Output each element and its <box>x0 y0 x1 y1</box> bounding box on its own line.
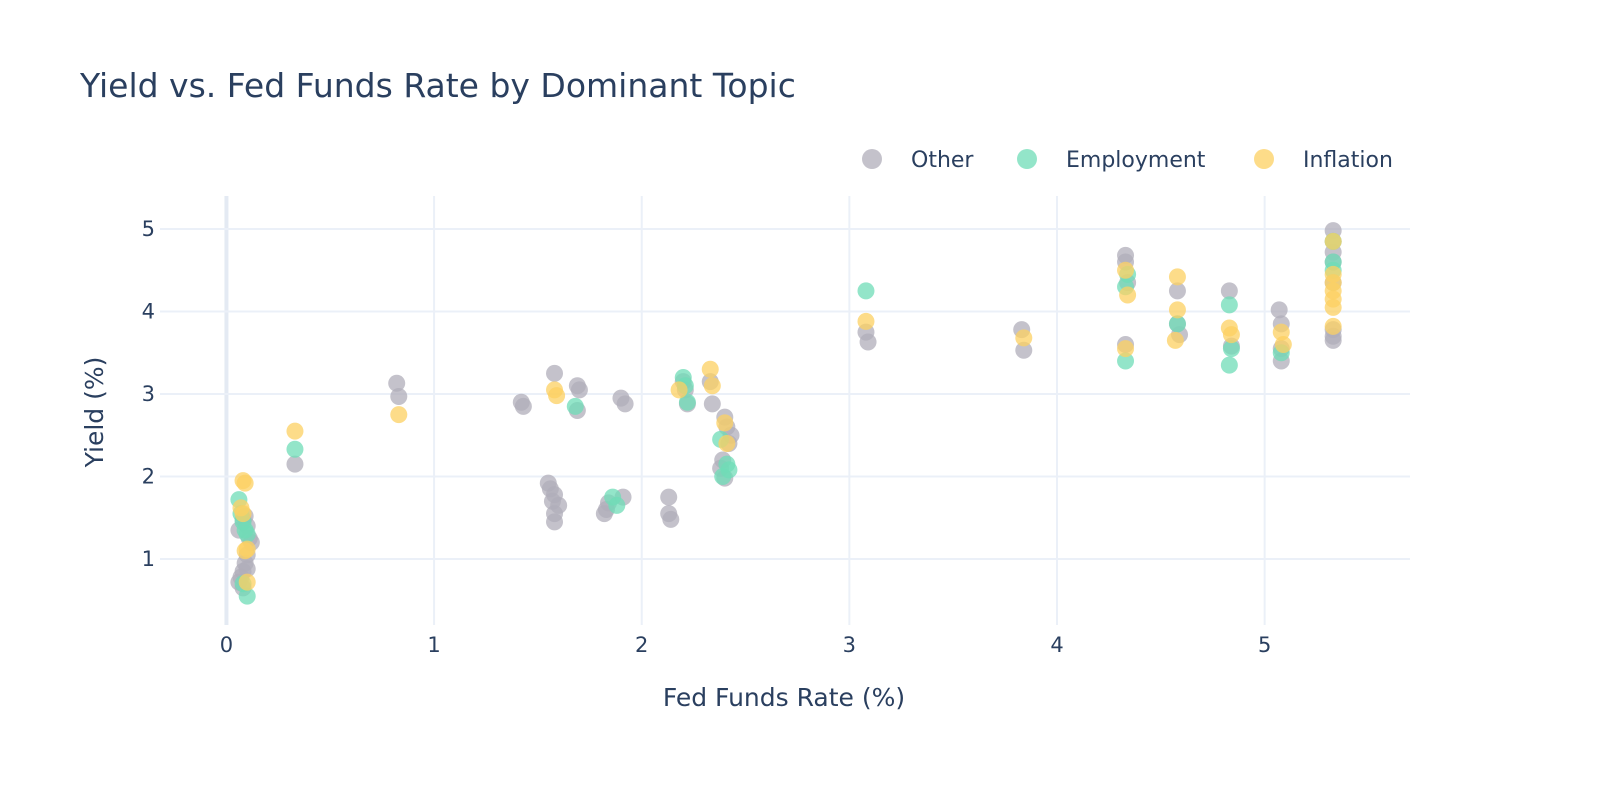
data-point-inflation <box>1168 268 1186 286</box>
y-tick-label: 5 <box>142 217 155 241</box>
data-point-employment <box>1220 296 1238 314</box>
data-point-employment <box>238 525 256 543</box>
data-point-employment <box>286 440 304 458</box>
y-axis-label: Yield (%) <box>80 357 109 469</box>
legend-label-employment: Employment <box>1066 148 1206 173</box>
data-point-inflation <box>716 414 734 432</box>
data-point-inflation <box>1222 326 1240 344</box>
data-point-employment <box>1168 315 1186 333</box>
data-point-inflation <box>1324 232 1342 250</box>
legend[interactable]: Other Employment Inflation <box>862 148 1393 173</box>
data-point-other <box>616 395 634 413</box>
data-point-inflation <box>1324 298 1342 316</box>
data-point-inflation <box>1274 336 1292 353</box>
x-tick-label: 1 <box>427 633 440 657</box>
y-tick-label: 3 <box>142 382 155 406</box>
data-point-other <box>662 510 680 528</box>
y-tick-label: 4 <box>142 300 155 324</box>
data-point-other <box>286 455 304 473</box>
x-tick-label: 0 <box>220 633 233 657</box>
data-point-other <box>1270 301 1288 319</box>
legend-marker-inflation <box>1254 149 1274 169</box>
legend-item-employment[interactable]: Employment <box>1017 148 1206 173</box>
data-point-inflation <box>703 377 721 395</box>
data-point-employment <box>566 397 584 415</box>
data-point-inflation <box>390 406 408 424</box>
data-point-employment <box>608 496 626 514</box>
data-point-other <box>1324 331 1342 349</box>
x-tick-label: 2 <box>635 633 648 657</box>
data-point-other <box>550 496 568 514</box>
y-tick-label: 2 <box>142 465 155 489</box>
data-point-other <box>514 397 532 415</box>
data-point-inflation <box>670 381 688 399</box>
data-point-other <box>1168 282 1186 300</box>
data-point-employment <box>678 393 696 411</box>
data-point-inflation <box>1117 340 1135 358</box>
data-point-inflation <box>286 422 304 440</box>
data-point-inflation <box>1324 317 1342 335</box>
legend-item-inflation[interactable]: Inflation <box>1254 148 1393 173</box>
data-point-employment <box>720 461 738 479</box>
data-point-inflation <box>1015 329 1033 347</box>
data-point-inflation <box>1117 261 1135 279</box>
legend-label-inflation: Inflation <box>1303 148 1393 173</box>
data-point-other <box>388 374 406 392</box>
data-point-other <box>660 488 678 506</box>
chart-title: Yield vs. Fed Funds Rate by Dominant Top… <box>80 66 796 105</box>
legend-marker-other <box>862 149 882 169</box>
data-point-other <box>859 333 877 351</box>
x-tick-label: 5 <box>1258 633 1271 657</box>
data-point-inflation <box>236 542 254 560</box>
data-point-inflation <box>548 387 566 405</box>
y-tick-label: 1 <box>142 547 155 571</box>
data-point-other <box>546 513 564 531</box>
data-point-inflation <box>701 360 719 378</box>
data-point-employment <box>1220 356 1238 374</box>
data-point-inflation <box>718 435 736 452</box>
x-tick-label: 4 <box>1050 633 1063 657</box>
legend-item-other[interactable]: Other <box>862 148 974 173</box>
x-tick-label: 3 <box>843 633 856 657</box>
legend-label-other: Other <box>911 148 974 173</box>
data-point-employment <box>238 587 256 605</box>
axes: 0 1 2 3 4 5 1 2 3 4 5 <box>142 217 1272 657</box>
data-point-employment <box>1117 352 1135 370</box>
data-point-other <box>703 395 721 413</box>
data-point-other <box>570 381 588 399</box>
data-point-inflation <box>1168 301 1186 319</box>
data-point-employment <box>857 282 875 300</box>
data-point-inflation <box>1119 286 1137 304</box>
data-point-other <box>1220 282 1238 300</box>
data-point-inflation <box>857 312 875 330</box>
data-point-other <box>546 364 564 382</box>
data-point-inflation <box>236 474 254 492</box>
data-point-other <box>238 560 256 578</box>
gridlines <box>160 196 1410 625</box>
data-point-inflation <box>238 573 256 591</box>
data-points <box>230 222 1342 605</box>
data-point-inflation <box>1166 331 1184 349</box>
data-point-inflation <box>234 505 252 523</box>
legend-marker-employment <box>1017 149 1037 169</box>
data-point-other <box>1015 341 1033 359</box>
data-point-other <box>390 387 408 405</box>
x-axis-label: Fed Funds Rate (%) <box>663 683 905 712</box>
data-point-employment <box>1222 340 1240 358</box>
